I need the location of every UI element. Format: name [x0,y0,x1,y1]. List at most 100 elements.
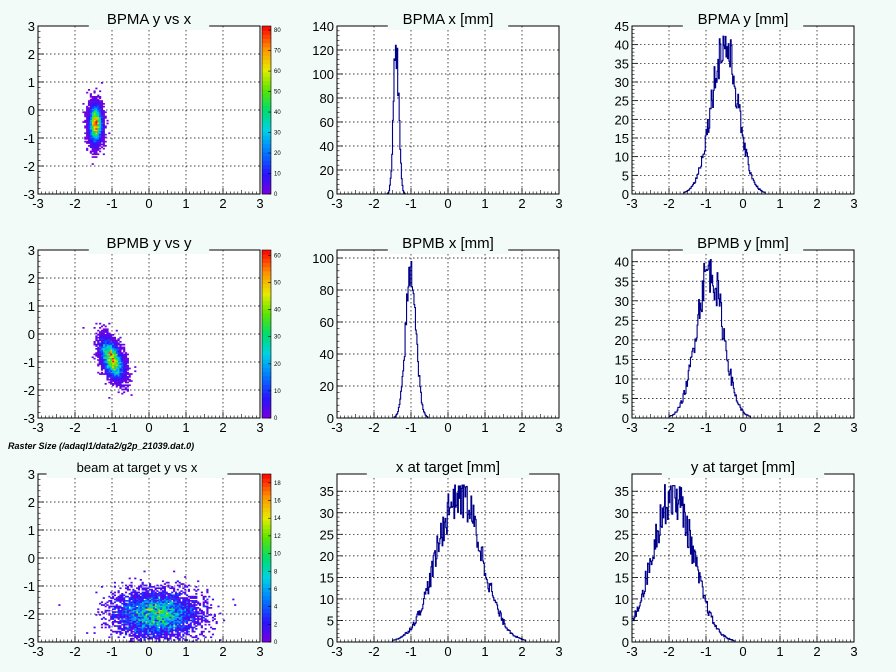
heatmap-cell [165,602,168,605]
heatmap-cell [104,622,107,625]
heatmap-cell [160,600,163,602]
heatmap-cell [171,608,174,611]
heatmap-cell [97,348,100,350]
heatmap-cell [134,611,137,613]
x-tick-label: -1 [405,420,417,435]
heatmap-cell [136,612,139,615]
heatmap-cell [187,615,190,618]
heatmap-cell [99,110,102,112]
heatmap-cell [100,363,104,366]
color-scale-segment [262,583,271,588]
heatmap-cell [136,622,139,625]
heatmap-cell [161,629,165,632]
y-tick-label: 0 [327,635,334,650]
y-tick-label: 40 [320,139,334,154]
heatmap-cell [110,600,113,602]
heatmap-cell [124,371,128,374]
color-scale-segment [262,59,271,65]
heatmap-cell [123,628,126,630]
heatmap-cell [97,108,100,111]
heatmap-cell [171,602,174,605]
heatmap-cell [97,342,100,345]
heatmap-cell [143,632,146,634]
heatmap-cell [137,630,141,633]
heatmap-cell [187,604,190,606]
heatmap-cell [176,604,179,606]
heatmap-cell [87,112,91,115]
heatmap-cell [102,349,105,352]
x-tick-label: 1 [776,196,783,211]
heatmap-cell [89,136,92,139]
y-tick-label: 0 [28,103,35,118]
heatmap-cell [174,608,178,611]
heatmap-cell [158,612,161,615]
heatmap-cell [115,359,118,361]
heatmap-cell [197,618,200,620]
heatmap-cell [86,111,89,114]
color-scale-segment [262,262,271,268]
heatmap-cell [104,605,107,608]
heatmap-cell [173,616,176,619]
heatmap-cell [110,366,113,368]
heatmap-cell [97,364,100,367]
heatmap-cell [117,364,120,367]
heatmap-cell [123,615,126,618]
heatmap-cell [99,350,102,353]
heatmap-cell [171,615,174,618]
heatmap-cell [145,619,148,622]
heatmap-cell [115,364,118,367]
heatmap-cell [121,352,124,354]
heatmap-cell [173,622,176,625]
heatmap-cell [132,607,135,609]
heatmap-cell [149,622,152,625]
heatmap-cell [102,153,105,156]
heatmap-cell [104,355,107,357]
heatmap-cell [143,629,146,632]
color-scale-segment [262,110,271,115]
x-tick-label: -3 [331,644,343,659]
heatmap-cell [97,136,100,139]
heatmap-cell [93,115,96,118]
color-scale-segment [262,147,271,153]
heatmap-cell [150,609,153,612]
heatmap-cell [169,633,172,636]
color-scale-segment [262,562,271,567]
heatmap-cell [165,607,168,609]
heatmap-cell [124,615,128,618]
heatmap-cell [108,364,111,367]
heatmap-cell [113,373,116,375]
heatmap-cell [106,342,109,345]
heatmap-cell [99,122,102,125]
heatmap-cell [169,598,172,601]
heatmap-cell [161,632,165,634]
heatmap-cell [97,118,100,121]
heatmap-cell [119,352,122,354]
heatmap-cell [89,117,92,119]
chart-title: BPMA y [mm] [698,11,789,28]
heatmap-cell [132,600,135,602]
heatmap-cell [95,119,98,122]
heatmap-cell [97,132,100,135]
y-tick-label: 2 [28,47,35,62]
heatmap-cell [108,339,111,342]
color-scale-segment [262,401,271,406]
heatmap-cell [115,376,118,378]
heatmap-cell [100,332,104,335]
y-tick-label: 120 [312,43,334,58]
heatmap-cell [102,121,105,123]
heatmap-cell [176,593,179,595]
heatmap-cell [119,364,122,367]
heatmap-cell [110,380,113,382]
heatmap-cell [119,632,122,634]
heatmap-cell [102,328,105,331]
heatmap-cell [163,623,166,626]
heatmap-cell [171,623,174,626]
heatmap-cell [184,621,187,623]
heatmap-cell [187,625,190,627]
heatmap-cell [154,629,157,632]
heatmap-cell [163,597,166,599]
heatmap-cell [124,633,128,636]
heatmap-cell [99,125,102,128]
heatmap-cell [152,612,155,615]
heatmap-cell [193,604,196,606]
